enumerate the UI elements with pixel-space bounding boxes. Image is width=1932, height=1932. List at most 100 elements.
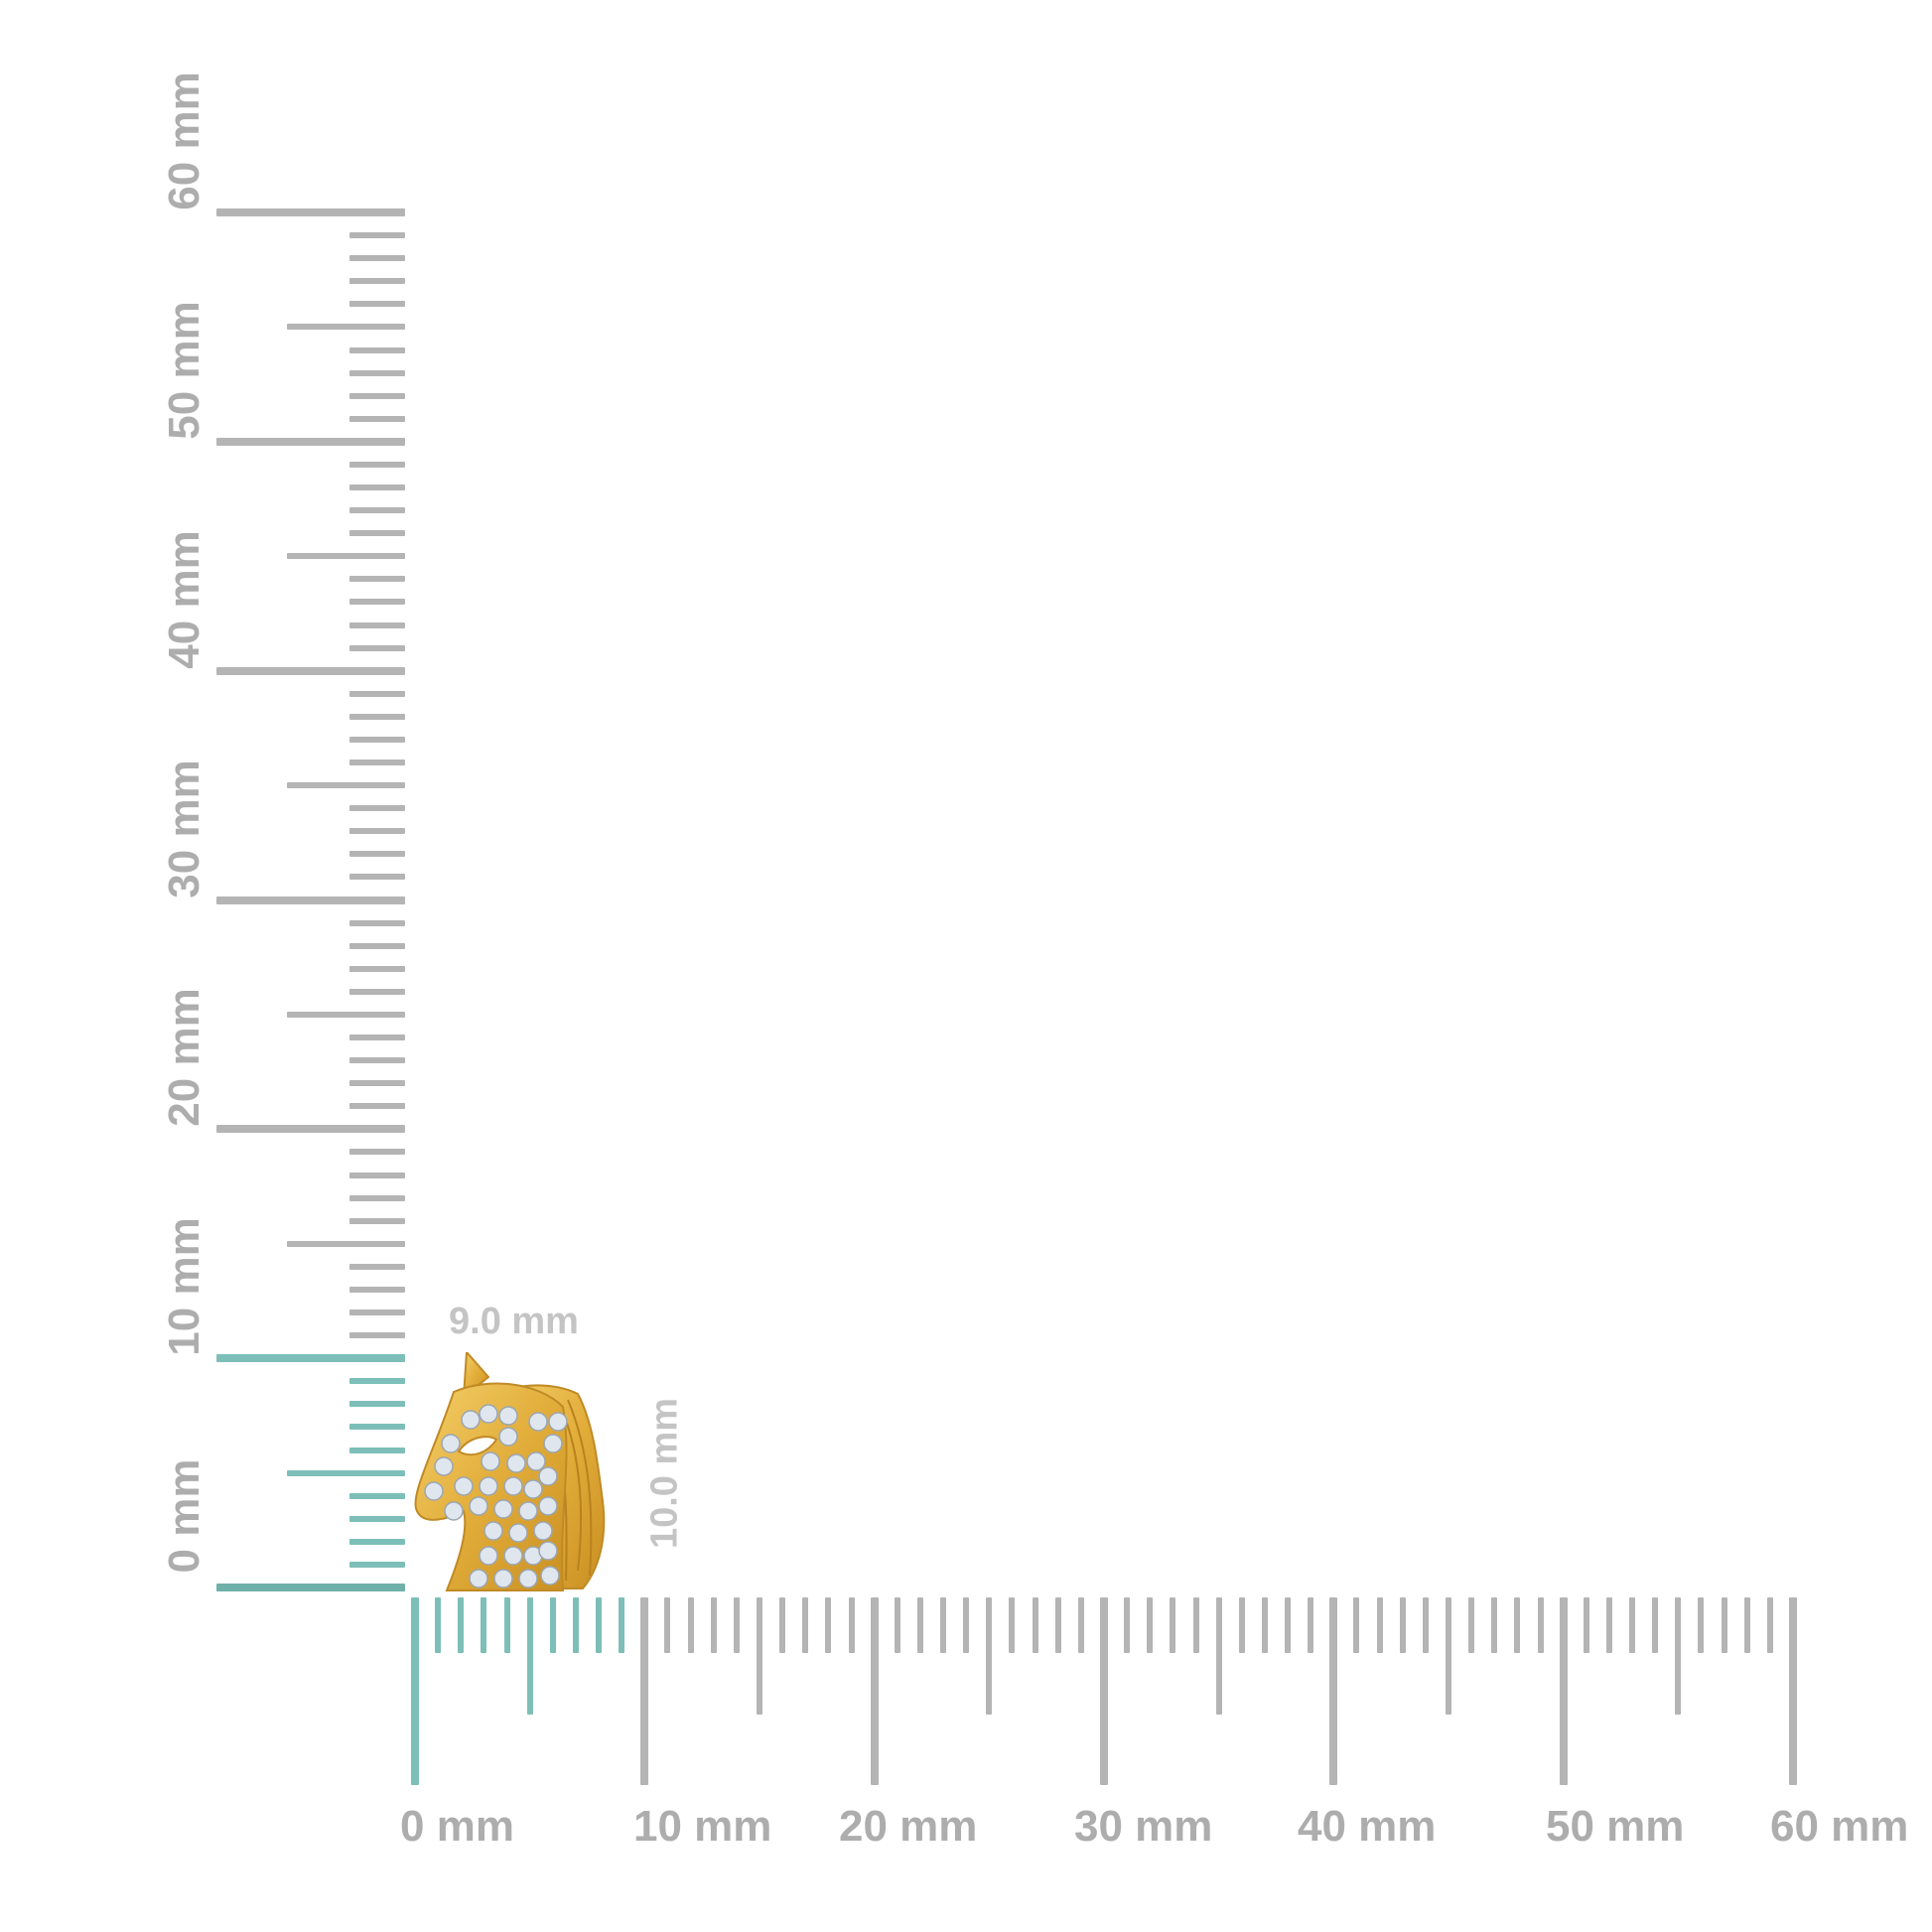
diamond-stone <box>441 1434 461 1453</box>
minor-tick <box>1147 1597 1154 1653</box>
major-tick <box>216 1125 405 1134</box>
major-tick <box>1329 1597 1338 1785</box>
diamond-stone <box>461 1410 481 1430</box>
minor-tick <box>349 988 405 995</box>
horizontal-tick-label: 20 mm <box>839 1802 978 1851</box>
minor-tick <box>779 1597 786 1653</box>
minor-tick <box>894 1597 900 1653</box>
minor-tick <box>1537 1597 1544 1653</box>
minor-tick <box>349 759 405 765</box>
minor-tick <box>1629 1597 1636 1653</box>
minor-tick <box>1032 1597 1038 1653</box>
minor-tick <box>1308 1597 1314 1653</box>
diamond-stone <box>498 1427 518 1447</box>
minor-tick <box>1054 1597 1061 1653</box>
minor-tick <box>1766 1597 1773 1653</box>
minor-tick <box>349 1035 405 1040</box>
major-tick <box>216 1584 405 1591</box>
minor-tick <box>986 1597 993 1715</box>
minor-tick <box>349 1378 405 1385</box>
minor-tick <box>1491 1597 1498 1653</box>
minor-tick <box>503 1597 510 1653</box>
horizontal-tick-label: 50 mm <box>1546 1802 1685 1851</box>
minor-tick <box>1583 1597 1589 1653</box>
diamond-stone <box>518 1569 538 1588</box>
minor-tick <box>349 507 405 514</box>
minor-tick <box>349 1217 405 1224</box>
width-dimension-label: 9.0 mm <box>449 1301 579 1342</box>
minor-tick <box>1605 1597 1612 1653</box>
minor-tick <box>710 1597 717 1653</box>
minor-tick <box>1446 1597 1451 1715</box>
minor-tick <box>349 369 405 376</box>
minor-tick <box>349 828 405 835</box>
diamond-stone <box>538 1496 558 1516</box>
minor-tick <box>349 644 405 651</box>
minor-tick <box>349 851 405 858</box>
vertical-tick-label: 0 mm <box>160 1458 208 1574</box>
minor-tick <box>664 1597 671 1653</box>
major-tick <box>870 1597 879 1785</box>
diamond-stone <box>493 1569 513 1588</box>
minor-tick <box>349 232 405 239</box>
minor-tick <box>349 1194 405 1201</box>
minor-tick <box>349 1561 405 1568</box>
vertical-tick-label: 40 mm <box>160 529 208 669</box>
diamond-stone <box>498 1406 518 1426</box>
minor-tick <box>349 599 405 606</box>
minor-tick <box>916 1597 923 1653</box>
diamond-stone <box>540 1566 560 1586</box>
minor-tick <box>596 1597 603 1653</box>
minor-tick <box>349 1515 405 1522</box>
diamond-stone <box>469 1496 488 1516</box>
minor-tick <box>349 942 405 949</box>
minor-tick <box>349 690 405 697</box>
minor-tick <box>349 484 405 490</box>
minor-tick <box>1353 1597 1360 1653</box>
minor-tick <box>435 1597 442 1653</box>
minor-tick <box>1698 1597 1705 1653</box>
diamond-stone <box>518 1501 538 1521</box>
vertical-tick-label: 30 mm <box>160 759 208 898</box>
minor-tick <box>349 1057 405 1064</box>
diamond-stone <box>526 1451 546 1471</box>
minor-tick <box>287 1469 405 1476</box>
vertical-tick-label: 50 mm <box>160 301 208 440</box>
minor-tick <box>940 1597 947 1653</box>
minor-tick <box>349 1310 405 1315</box>
diamond-stone <box>434 1456 454 1476</box>
minor-tick <box>349 255 405 262</box>
minor-tick <box>349 874 405 881</box>
minor-tick <box>1721 1597 1727 1653</box>
diamond-stone <box>543 1434 563 1453</box>
minor-tick <box>349 301 405 308</box>
major-tick <box>216 1354 405 1363</box>
minor-tick <box>349 392 405 399</box>
diamond-stone <box>454 1476 474 1496</box>
minor-tick <box>349 530 405 537</box>
diamond-stone <box>479 1546 498 1566</box>
diamond-stone <box>533 1521 553 1541</box>
minor-tick <box>757 1597 762 1715</box>
vertical-tick-label: 60 mm <box>160 71 208 210</box>
minor-tick <box>848 1597 855 1653</box>
diamond-stone <box>483 1521 503 1541</box>
minor-tick <box>349 805 405 812</box>
minor-tick <box>349 346 405 353</box>
minor-tick <box>349 713 405 720</box>
minor-tick <box>733 1597 740 1653</box>
major-tick <box>411 1597 419 1785</box>
minor-tick <box>1009 1597 1016 1653</box>
diamond-stone <box>506 1453 526 1473</box>
minor-tick <box>349 278 405 285</box>
diamond-stone <box>479 1404 498 1424</box>
horizontal-tick-label: 10 mm <box>633 1802 772 1851</box>
minor-tick <box>572 1597 579 1653</box>
diamond-stone <box>444 1501 464 1521</box>
major-tick <box>216 208 405 216</box>
minor-tick <box>349 1263 405 1270</box>
minor-tick <box>1652 1597 1659 1653</box>
minor-tick <box>287 1240 405 1247</box>
minor-tick <box>349 461 405 468</box>
minor-tick <box>1215 1597 1222 1715</box>
